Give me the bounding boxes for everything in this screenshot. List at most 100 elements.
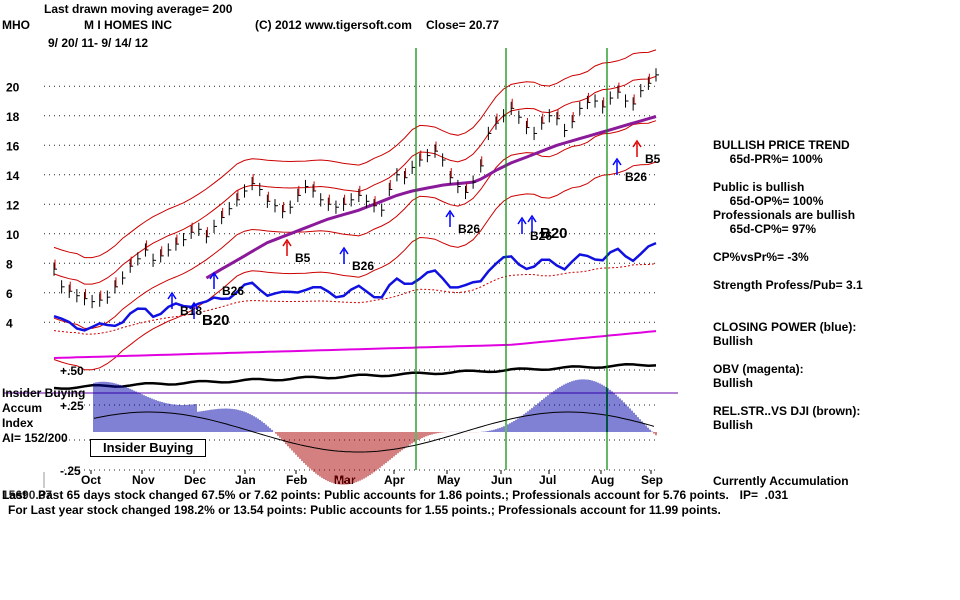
level-plus25-label: +.25 (60, 399, 84, 413)
lower-band (53, 120, 657, 329)
x-tick-label: Jun (491, 473, 512, 487)
panel-row: IP= .031 (713, 488, 789, 502)
rel-str-path (53, 363, 657, 390)
x-tick-label: Oct (81, 473, 101, 487)
signal-arrowhead (209, 271, 219, 280)
x-tick-label: Sep (641, 473, 663, 487)
x-axis-month-labels: Oct Nov Dec Jan Feb Mar Apr May Jun Jul Aug Sep (81, 470, 663, 487)
signal-vertical-lines (415, 48, 608, 470)
y-tick-label: 16 (6, 139, 20, 153)
accum-ma (93, 411, 655, 453)
upper-band (53, 49, 657, 259)
panel-row: Strength Profess/Pub= 3.1 (713, 278, 863, 292)
signal-label: B26 (222, 284, 244, 298)
insider-buying-box: Insider Buying (90, 439, 207, 457)
accumulation-histogram (93, 379, 657, 485)
level-minus25-label: -.25 (60, 464, 81, 478)
signal-arrowhead (632, 139, 642, 148)
panel-row: Public is bullish (713, 180, 805, 194)
panel-row (713, 236, 953, 250)
y-tick-label: 8 (6, 257, 13, 271)
date-range: 9/ 20/ 11- 9/ 14/ 12 (48, 36, 149, 50)
x-tick-label: Apr (384, 473, 405, 487)
chart-grid (4, 85, 678, 488)
outer-lower-band (53, 161, 657, 371)
obv-path (53, 330, 657, 359)
panel-row: 65d-OP%= 100% (713, 194, 824, 208)
analysis-panel: BULLISH PRICE TREND 65d-PR%= 100% Public… (713, 138, 953, 502)
company-name: M I HOMES INC (84, 18, 173, 32)
panel-row: Currently Accumulation (713, 474, 849, 488)
bollinger-bands (53, 49, 657, 371)
panel-row: Bullish (713, 376, 754, 390)
copyright-text: (C) 2012 www.tigersoft.com (255, 18, 412, 32)
footer-line-1: Past 65 days stock changed 67.5% or 7.62… (38, 488, 729, 502)
panel-row (713, 166, 953, 180)
y-axis-labels: 4 6 8 10 12 14 16 18 20 (6, 80, 20, 330)
y-tick-label: 12 (6, 198, 20, 212)
footer-line1-prefix: Last (2, 488, 27, 502)
y-tick-label: 14 (6, 169, 20, 183)
x-tick-label: Jul (539, 473, 556, 487)
panel-row: REL.STR..VS DJI (brown): (713, 404, 861, 418)
panel-row: Bullish (713, 418, 754, 432)
ticker-symbol: MHO (2, 18, 30, 32)
close-price: Close= 20.77 (426, 18, 500, 32)
panel-row (713, 446, 953, 460)
signal-label: B26 (625, 170, 647, 184)
ai-label: AI= 152/200 (2, 431, 68, 445)
x-tick-label: Nov (132, 473, 155, 487)
panel-row: 65d-CP%= 97% (713, 222, 817, 236)
panel-row: OBV (magenta): (713, 362, 804, 376)
panel-row (713, 306, 953, 320)
panel-row: Bullish (713, 334, 754, 348)
signal-label: B20 (540, 225, 568, 242)
x-tick-label: Jan (235, 473, 256, 487)
closing-power-line (53, 241, 657, 335)
signal-arrowhead (517, 216, 527, 225)
x-tick-label: Feb (286, 473, 307, 487)
price-bars (53, 68, 659, 309)
ma200-line (205, 115, 657, 280)
signal-arrowhead (339, 246, 349, 255)
signal-label: B26 (352, 259, 374, 273)
panel-row: CLOSING POWER (blue): (713, 320, 857, 334)
panel-row (713, 292, 953, 306)
level-plus50-label: +.50 (60, 364, 84, 378)
footer-overprint: 15690.37 (2, 488, 53, 502)
moving-average-line (205, 115, 657, 280)
panel-row: 65d-PR%= 100% (713, 152, 823, 166)
panel-row (713, 264, 953, 278)
moving-average-label: Last drawn moving average= 200 (44, 2, 233, 16)
x-tick-label: Dec (184, 473, 206, 487)
signal-arrowhead (282, 238, 292, 247)
accum-label: Accum (2, 401, 43, 415)
index-label: Index (2, 416, 34, 430)
insider-buying-label: Insider Buying (2, 386, 86, 400)
footer-line-1-prefix: Last (2, 488, 27, 502)
signal-arrowhead (189, 301, 199, 310)
signal-label: B5 (295, 251, 311, 265)
panel-row (713, 390, 953, 404)
closing-power-ma (53, 263, 657, 335)
y-tick-label: 18 (6, 110, 20, 124)
panel-row (713, 348, 953, 362)
footer-line-2: For Last year stock changed 198.2% or 13… (8, 503, 721, 517)
signal-label: B5 (645, 152, 661, 166)
signal-label: B26 (530, 229, 552, 243)
y-tick-label: 20 (6, 80, 20, 94)
panel-row (713, 432, 953, 446)
signal-label: B20 (202, 312, 230, 329)
panel-row (713, 460, 953, 474)
signal-arrowhead (527, 214, 537, 223)
y-tick-label: 10 (6, 228, 20, 242)
panel-row: CP%vsPr%= -3% (713, 250, 809, 264)
panel-row: BULLISH PRICE TREND (713, 138, 850, 152)
signal-arrowhead (612, 157, 622, 166)
x-tick-label: May (437, 473, 461, 487)
obv-line (53, 330, 657, 359)
relative-strength-line (53, 363, 657, 390)
x-tick-label: Aug (591, 473, 614, 487)
